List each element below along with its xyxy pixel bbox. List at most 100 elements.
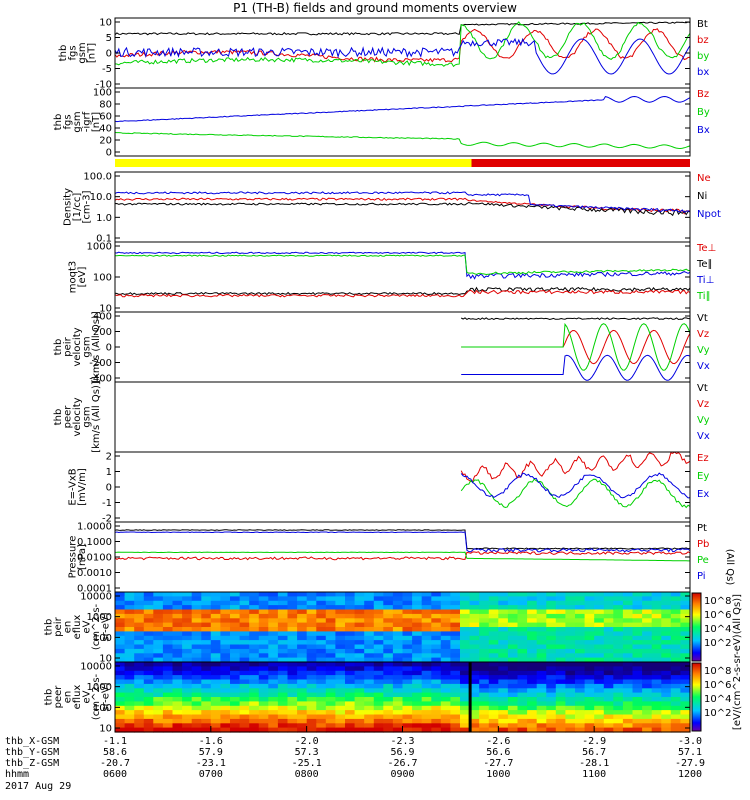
y-tick-label: 200: [93, 327, 112, 338]
te-perp-series: [114, 251, 691, 280]
y-tick-label: -5: [102, 64, 112, 75]
y-axis-label: [nPa]: [77, 544, 88, 570]
pe-series: [114, 551, 691, 561]
y-gsm-value: 57.1: [678, 747, 702, 758]
y-tick-label: 0: [106, 343, 112, 354]
y-axis-label: thb: [53, 114, 64, 131]
colorbar-tick: 10^8: [704, 596, 731, 607]
y-tick-label: 10: [99, 654, 112, 665]
panel-frame: [114, 17, 691, 89]
y-tick-label: 10.0: [90, 192, 112, 203]
y-tick-label: -200: [89, 358, 112, 369]
legend-entry: Te∥: [696, 259, 713, 270]
legend-entry: Bz: [697, 89, 709, 100]
y-axis-label: eV: [82, 620, 93, 633]
ni-series: [114, 201, 691, 217]
y-tick-label: 100: [93, 703, 112, 714]
y-tick-label: 0.0001: [77, 584, 112, 595]
x-gsm-value: -2.0: [295, 736, 319, 747]
y-axis-label: [mV/m]: [77, 468, 88, 506]
time-tick: 0600: [103, 769, 127, 780]
x-gsm-value: -2.3: [390, 736, 414, 747]
y-axis-label: gsm: [77, 42, 88, 63]
by-series: [114, 21, 691, 68]
y-axis-label: velocity: [72, 397, 83, 436]
x-gsm-value: -3.0: [678, 736, 702, 747]
y-axis-label: peir: [63, 336, 74, 356]
by-igrf-series: [114, 132, 691, 150]
legend-entry: Ti⊥: [696, 275, 714, 286]
colorbar-tick: 10^6: [704, 680, 731, 691]
ion-spectrogram: [115, 592, 126, 597]
legend-entry: Vy: [697, 345, 710, 356]
y-tick-label: 1: [106, 467, 112, 478]
y-gsm-value: 56.6: [486, 747, 510, 758]
y-axis-label: gsm: [72, 111, 83, 132]
date-label: 2017 Aug 29: [5, 781, 71, 792]
y-axis-label: peir: [53, 616, 64, 636]
y-tick-label: 1000: [87, 682, 112, 693]
y-tick-label: 0: [106, 148, 112, 159]
vx-ion-series: [461, 354, 691, 381]
y-axis-label: (cm^2-s-: [91, 673, 102, 720]
y-axis-label: peer: [63, 405, 74, 429]
time-tick: 0900: [390, 769, 414, 780]
legend-entry: Ez: [697, 453, 709, 464]
ey-series: [460, 478, 691, 509]
pb-series: [114, 531, 691, 553]
y-tick-label: 1.0: [96, 213, 112, 224]
y-axis-label: sr-eV): [101, 682, 112, 711]
y-tick-label: 20: [99, 136, 112, 147]
colorbar-label: [eV/(cm^2-s-sr-eV)(All Qs)]: [732, 594, 743, 730]
z-gsm-value: -27.7: [483, 758, 513, 769]
colorbar-tick: 10^8: [704, 666, 731, 677]
y-tick-label: 10: [99, 724, 112, 735]
time-tick: 0800: [295, 769, 319, 780]
legend-entry: bz: [697, 35, 709, 46]
y-axis-label: [eV]: [77, 267, 88, 288]
legend-entry: Te⊥: [696, 243, 716, 254]
pt-series: [114, 529, 691, 550]
y-tick-label: 80: [99, 100, 112, 111]
colorbar-tick: 10^2: [704, 638, 731, 649]
y-tick-label: 0.1: [96, 234, 112, 245]
legend-entry: Pe: [697, 555, 709, 566]
panel-frame: [114, 87, 691, 157]
y-axis-label: thb: [44, 619, 55, 636]
legend-entry: Bx: [697, 125, 710, 136]
vy-ion-series: [461, 322, 691, 371]
mode-bar-fast: [471, 159, 690, 167]
pi-series: [114, 551, 690, 562]
y-tick-label: 10000: [80, 662, 112, 673]
te-series: [114, 289, 691, 298]
y-tick-label: 1.0000: [77, 522, 112, 533]
y-axis-label: moqt3: [67, 261, 78, 294]
y-tick-label: 2: [106, 452, 112, 463]
colorbar-tick: 10^6: [704, 610, 731, 621]
panel-frame: [114, 171, 691, 243]
y-axis-label: [nT]: [86, 43, 97, 63]
y-tick-label: 10000: [80, 592, 112, 603]
colorbar: [691, 662, 702, 732]
legend-entry: Pt: [697, 523, 707, 534]
y-tick-label: 0.0100: [77, 553, 112, 564]
y-axis-label: velocity: [72, 327, 83, 366]
y-axis-label: (cm^2-s-: [91, 603, 102, 650]
ephemeris-row-label: thb_Y-GSM: [5, 747, 59, 758]
vt-ion-series: [460, 317, 691, 321]
bt-series: [114, 21, 691, 36]
te-par-series: [114, 286, 691, 296]
ephemeris-row-label: thb_X-GSM: [5, 736, 59, 747]
y-tick-label: 100: [93, 633, 112, 644]
legend-entry: Vx: [697, 361, 710, 372]
y-tick-label: 0: [106, 483, 112, 494]
x-gsm-value: -2.6: [486, 736, 510, 747]
z-gsm-value: -25.1: [292, 758, 322, 769]
y-tick-label: 0.0010: [77, 568, 112, 579]
y-tick-label: 0.1000: [77, 537, 112, 548]
y-tick-label: 0: [106, 49, 112, 60]
time-tick: 1200: [678, 769, 702, 780]
y-axis-label: thb: [44, 689, 55, 706]
ephemeris-row-label: thb_Z-GSM: [5, 758, 59, 769]
